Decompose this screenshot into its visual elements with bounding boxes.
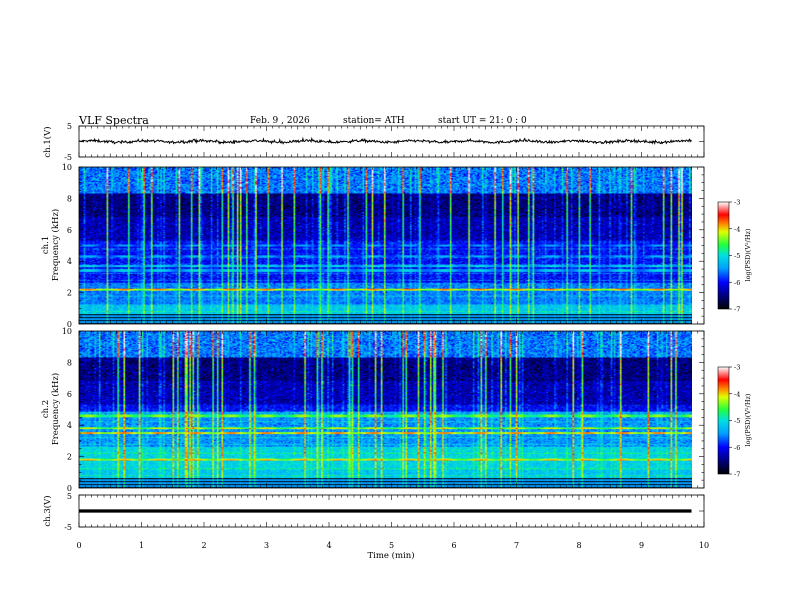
ch2-spectrogram-ylabel-top: ch.2 bbox=[41, 400, 51, 418]
ch2-colorbar-ticklabel: -7 bbox=[734, 471, 740, 479]
ch1-colorbar-ticklabel: -6 bbox=[734, 279, 740, 287]
ch2-spectrogram-yticklabel: 8 bbox=[67, 358, 72, 367]
ch1-waveform-trace bbox=[78, 136, 692, 146]
ch1-spectrogram-ylabel-bottom: Frequency (kHz) bbox=[50, 209, 61, 281]
ch1-spectrogram-yticklabel: 8 bbox=[67, 194, 72, 203]
x-axis-tick-label: 2 bbox=[201, 541, 206, 550]
ch1-colorbar-ticklabel: -7 bbox=[734, 306, 740, 314]
ch1-waveform-panel: 5 -5 ch.1(V) bbox=[42, 122, 705, 162]
x-axis-tick-label: 3 bbox=[264, 541, 269, 550]
ch2-spectrogram-yticklabel: 4 bbox=[67, 421, 72, 430]
ch1-ytick-bottom: -5 bbox=[64, 153, 72, 162]
ch1-ytick-top: 5 bbox=[67, 122, 72, 131]
ch2-colorbar-label: log(PSD)(V²/Hz) bbox=[744, 393, 752, 446]
ch3-waveform-ylabel: ch.3(V) bbox=[42, 495, 53, 526]
ch2-spectrogram-panel: 0 2 4 6 8 10 ch.2 Frequency (kHz) -3 -4 -5 -6 -7 … bbox=[41, 327, 752, 493]
ch2-spectrogram-ticks bbox=[78, 330, 705, 489]
x-axis-tick-label: 10 bbox=[699, 541, 709, 550]
x-axis-tick-label: 0 bbox=[76, 541, 81, 550]
figure-header: VLF Spectra Feb. 9 , 2026 station= ATH s… bbox=[78, 114, 527, 127]
ch1-colorbar-ticklabel: -5 bbox=[734, 252, 740, 260]
ch2-colorbar-ticks: -3 -4 -5 -6 -7 bbox=[729, 364, 740, 479]
ch1-waveform-ticks bbox=[78, 125, 705, 158]
ch2-spectrogram-image bbox=[79, 331, 692, 488]
ch3-waveform-panel: 5 -5 ch.3(V) bbox=[42, 492, 705, 532]
ch2-colorbar-ticklabel: -3 bbox=[734, 364, 740, 372]
ch1-spectrogram-panel: 0 2 4 6 8 10 ch.1 Frequency (kHz) -3 -4 -5 -6 -7 … bbox=[41, 163, 752, 329]
ch1-colorbar: -3 -4 -5 -6 -7 log(PSD)(V²/Hz) bbox=[717, 199, 752, 314]
ch2-spectrogram-yticklabels: 0 2 4 6 8 10 bbox=[62, 327, 72, 493]
x-axis-tick-label: 5 bbox=[389, 541, 394, 550]
station-label: station= ATH bbox=[343, 116, 405, 126]
ch2-spectrogram-yticklabel: 0 bbox=[67, 484, 72, 493]
ch1-colorbar-scale bbox=[717, 201, 730, 310]
x-axis-tick-label: 1 bbox=[139, 541, 144, 550]
ch1-spectrogram-yticklabels: 0 2 4 6 8 10 bbox=[62, 163, 72, 329]
ch1-spectrogram-ylabel-top: ch.1 bbox=[41, 236, 51, 254]
ch2-colorbar-ticklabel: -5 bbox=[734, 417, 740, 425]
ch2-spectrogram-yticklabel: 2 bbox=[67, 453, 72, 462]
ch2-colorbar-scale bbox=[717, 366, 730, 475]
ch1-spectrogram-yticklabel: 0 bbox=[67, 320, 72, 329]
figure-title: VLF Spectra bbox=[78, 114, 149, 127]
ch1-spectrogram-image bbox=[79, 167, 692, 324]
start-time-label: start UT = 21: 0 : 0 bbox=[438, 116, 527, 126]
ch1-spectrogram-yticklabel: 2 bbox=[67, 289, 72, 298]
ch1-spectrogram-yticklabel: 10 bbox=[62, 163, 72, 172]
x-axis-tick-labels: 0 1 2 3 4 5 6 7 8 9 10 bbox=[76, 541, 709, 550]
x-axis-tick-label: 7 bbox=[514, 541, 519, 550]
ch1-spectrogram-ticks bbox=[78, 166, 705, 325]
ch3-ytick-bottom: -5 bbox=[64, 523, 72, 532]
ch2-colorbar: -3 -4 -5 -6 -7 log(PSD)(V²/Hz) bbox=[717, 364, 752, 479]
ch2-colorbar-ticklabel: -4 bbox=[734, 390, 740, 398]
ch1-colorbar-ticklabel: -3 bbox=[734, 199, 740, 207]
x-axis-tick-label: 4 bbox=[326, 541, 331, 550]
x-axis-tick-label: 9 bbox=[639, 541, 644, 550]
date-label: Feb. 9 , 2026 bbox=[250, 116, 310, 126]
ch1-waveform-ylabel: ch.1(V) bbox=[42, 126, 53, 157]
x-axis-tick-label: 6 bbox=[451, 541, 456, 550]
ch1-spectrogram-yticklabel: 6 bbox=[67, 226, 72, 235]
ch1-colorbar-ticks: -3 -4 -5 -6 -7 bbox=[729, 199, 740, 314]
x-axis-label: Time (min) bbox=[367, 550, 414, 561]
ch1-spectrogram-yticklabel: 4 bbox=[67, 257, 72, 266]
ch2-spectrogram-ylabel-bottom: Frequency (kHz) bbox=[50, 373, 61, 445]
ch3-waveform-ticks bbox=[78, 494, 705, 528]
ch2-colorbar-ticklabel: -6 bbox=[734, 444, 740, 452]
ch2-spectrogram-yticklabel: 6 bbox=[67, 390, 72, 399]
ch1-colorbar-ticklabel: -4 bbox=[734, 225, 740, 233]
ch3-ytick-top: 5 bbox=[67, 492, 72, 501]
ch1-colorbar-label: log(PSD)(V²/Hz) bbox=[744, 228, 752, 281]
x-axis-tick-label: 8 bbox=[576, 541, 581, 550]
ch2-spectrogram-yticklabel: 10 bbox=[62, 327, 72, 336]
